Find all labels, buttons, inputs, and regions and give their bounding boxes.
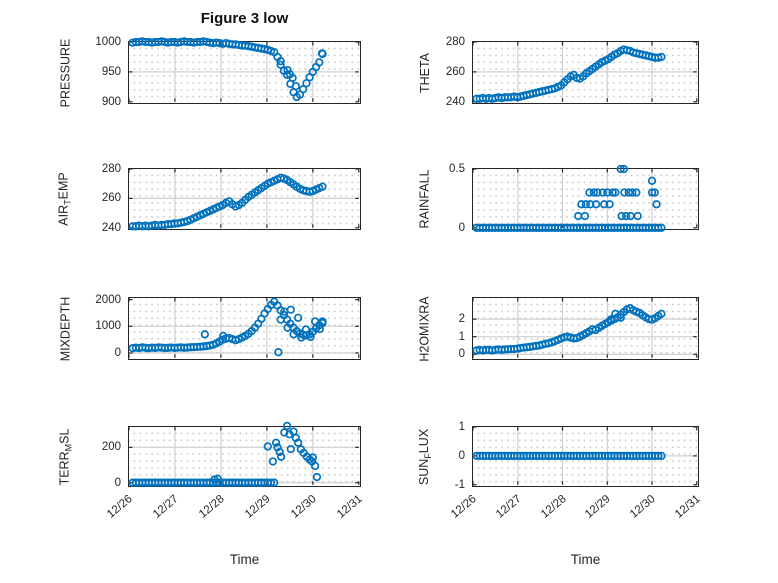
y-axis-label-rainfall: RAINFALL [418,169,432,229]
ytick-label-mixdepth: 0 [114,346,121,359]
subplot-rainfall [472,164,699,232]
xtick-label: 12/28 [538,493,569,521]
ytick-label-h2omixra: 2 [458,313,465,326]
plot-canvas-terr_m_sl [128,421,360,487]
xtick-label: 12/29 [242,493,273,521]
y-axis-label-terr_m_sl: TERRMSL [57,428,74,485]
ytick-label-mixdepth: 2000 [95,293,121,306]
y-axis-label-sun_flux: SUNFLUX [417,428,434,485]
xtick-label: 12/31 [672,493,703,521]
ytick-label-rainfall: 0 [458,221,465,234]
ytick-label-pressure: 900 [101,95,121,108]
ytick-label-rainfall: 0.5 [449,163,465,175]
subplot-terrmsl [128,421,361,487]
plot-canvas-h2omixra [472,298,698,358]
plot-canvas-air_temp [128,168,360,231]
ytick-label-sun_flux: -1 [454,478,465,491]
ytick-label-pressure: 950 [101,65,121,78]
y-axis-label-theta: THETA [418,52,433,93]
xtick-label: 12/30 [627,493,658,521]
subplot-mixdepth [128,297,361,360]
y-axis-label-h2omixra: H2OMIXRA [418,295,433,362]
ytick-label-h2omixra: 0 [458,348,465,361]
xtick-label: 12/26 [104,493,135,521]
plot-canvas-sun_flux [472,426,698,486]
y-axis-label-pressure: PRESSURE [58,38,72,107]
plot-canvas-pressure [128,37,360,103]
subplot-airtemp [128,168,361,231]
ytick-label-air_temp: 240 [101,221,121,234]
ytick-label-theta: 260 [445,65,465,78]
subplot-theta [472,41,699,104]
xtick-label: 12/27 [493,493,524,521]
ytick-label-mixdepth: 1000 [95,320,121,333]
xtick-label: 12/31 [334,493,365,521]
subplot-h2omixra [472,297,699,360]
y-axis-label-air_temp: AIRTEMP [57,172,73,226]
xtick-label: 12/30 [288,493,319,521]
subplot-sunflux [472,426,699,487]
figure-title: Figure 3 low [200,10,289,27]
plot-canvas-rainfall [472,164,698,232]
ytick-label-air_temp: 280 [101,163,121,175]
ytick-label-theta: 280 [445,36,465,48]
ytick-label-sun_flux: 1 [458,421,465,433]
ytick-label-terr_m_sl: 200 [101,441,121,454]
x-axis-label-left: Time [229,552,260,567]
ytick-label-theta: 240 [445,95,465,108]
ytick-label-h2omixra: 1 [458,330,465,343]
ytick-label-air_temp: 260 [101,192,121,205]
x-axis-label-right: Time [570,552,601,567]
ytick-label-pressure: 1000 [95,36,121,48]
ytick-label-sun_flux: 0 [458,449,465,462]
plot-canvas-theta [472,41,698,103]
xtick-label: 12/28 [196,493,227,521]
subplot-pressure [128,37,361,104]
xtick-label: 12/27 [150,493,181,521]
xtick-label: 12/26 [448,493,479,521]
plot-canvas-mixdepth [128,297,360,358]
ytick-label-terr_m_sl: 0 [114,476,121,489]
y-axis-label-mixdepth: MIXDEPTH [58,296,72,361]
xtick-label: 12/29 [583,493,613,521]
